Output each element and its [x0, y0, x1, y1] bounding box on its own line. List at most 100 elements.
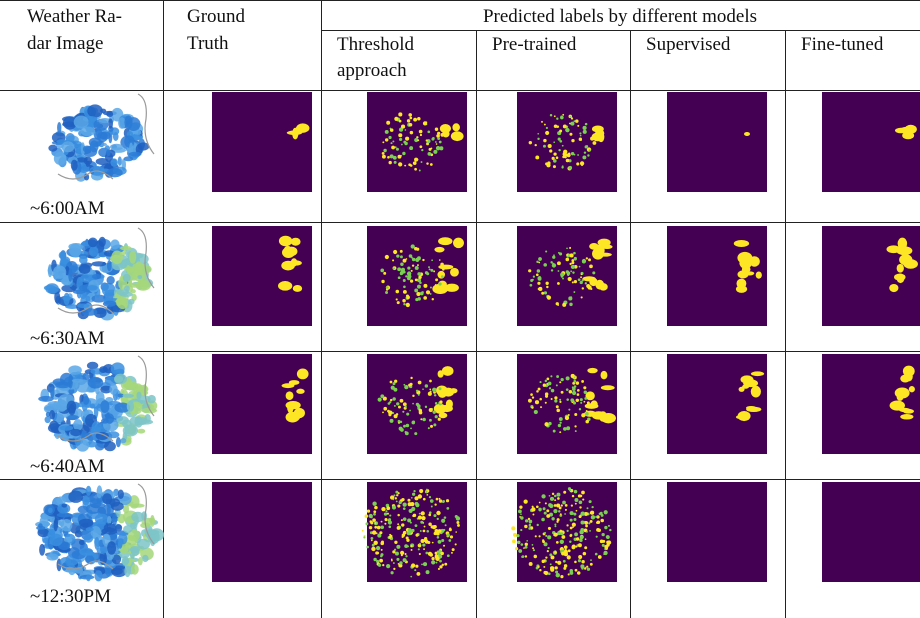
label-dot: [396, 254, 399, 257]
label-dot: [391, 386, 395, 390]
label-dot: [450, 535, 453, 538]
label-dot: [591, 137, 593, 139]
label-dot: [422, 543, 425, 546]
label-dot: [403, 290, 407, 294]
label-dot: [569, 247, 571, 249]
radar-image: [48, 94, 154, 182]
label-dot: [439, 146, 443, 150]
radar-blob: [77, 303, 90, 308]
label-dot: [543, 383, 546, 386]
label-dot: [416, 390, 418, 392]
label-dot: [538, 257, 542, 261]
radar-blob: [53, 265, 66, 278]
label-dot: [520, 516, 523, 519]
label-image: [667, 354, 767, 454]
label-dot: [428, 266, 430, 268]
radar-blob: [104, 441, 116, 451]
label-dot: [572, 523, 576, 527]
radar-blob: [144, 414, 150, 423]
label-dot: [423, 548, 425, 550]
label-dot: [574, 257, 577, 260]
label-dot: [441, 275, 444, 278]
label-dot: [442, 268, 445, 271]
label-dot: [430, 163, 433, 166]
label-dot: [604, 510, 608, 514]
label-dot: [565, 416, 569, 420]
label-dot: [436, 562, 438, 564]
label-dot: [403, 558, 407, 562]
label-dot: [562, 145, 564, 147]
label-dot: [573, 291, 575, 293]
label-dot: [417, 117, 420, 120]
label-dot: [581, 413, 585, 417]
label-image: [212, 482, 312, 582]
label-dot: [560, 116, 562, 118]
label-dot: [541, 494, 545, 498]
label-dot: [420, 530, 422, 532]
label-dot: [547, 296, 551, 300]
label-dot: [530, 284, 533, 287]
label-dot: [529, 141, 532, 144]
image-background: [667, 482, 767, 582]
radar-blob: [123, 525, 133, 533]
label-dot: [585, 145, 588, 148]
label-blob: [897, 393, 904, 400]
label-dot: [560, 532, 563, 535]
label-dot: [425, 491, 427, 493]
label-dot: [528, 518, 530, 520]
label-dot: [538, 276, 542, 280]
label-dot: [399, 561, 402, 564]
label-dot: [439, 141, 442, 144]
label-dot: [589, 530, 591, 532]
label-dot: [590, 520, 593, 523]
label-dot: [419, 543, 421, 545]
label-dot: [430, 392, 432, 394]
label-dot: [409, 123, 413, 127]
label-dot: [425, 540, 429, 544]
label-dot: [562, 114, 564, 116]
label-dot: [380, 269, 384, 273]
radar-blob: [123, 425, 138, 437]
radar-blob: [124, 156, 133, 161]
label-dot: [538, 388, 541, 391]
radar-blob: [118, 489, 124, 499]
label-dot: [600, 519, 604, 523]
label-dot: [570, 571, 574, 575]
label-dot: [410, 576, 412, 578]
label-dot: [545, 402, 547, 404]
label-dot: [550, 375, 552, 377]
label-dot: [398, 492, 400, 494]
label-dot: [401, 144, 403, 146]
label-dot: [535, 535, 537, 537]
radar-blob: [112, 513, 117, 525]
label-dot: [410, 427, 412, 429]
label-dot: [416, 572, 420, 576]
label-dot: [552, 493, 554, 495]
label-dot: [559, 530, 562, 533]
label-dot: [557, 518, 560, 521]
label-dot: [587, 154, 589, 156]
label-dot: [524, 525, 527, 528]
label-dot: [426, 570, 430, 574]
label-dot: [425, 406, 427, 408]
label-blob: [278, 281, 292, 291]
label-dot: [430, 293, 432, 295]
label-dot: [403, 285, 406, 288]
label-dot: [400, 399, 404, 403]
label-dot: [609, 529, 611, 531]
label-dot: [415, 565, 418, 568]
label-dot: [426, 290, 430, 294]
label-dot: [574, 561, 577, 564]
label-dot: [543, 571, 546, 574]
label-dot: [581, 491, 585, 495]
label-dot: [546, 514, 550, 518]
label-dot: [426, 162, 428, 164]
label-dot: [570, 527, 573, 530]
label-dot: [373, 510, 376, 513]
radar-blob: [96, 158, 109, 165]
label-dot: [393, 250, 397, 254]
label-dot: [539, 535, 541, 537]
label-dot: [435, 278, 438, 281]
label-dot: [376, 546, 380, 550]
radar-blob: [124, 115, 132, 129]
